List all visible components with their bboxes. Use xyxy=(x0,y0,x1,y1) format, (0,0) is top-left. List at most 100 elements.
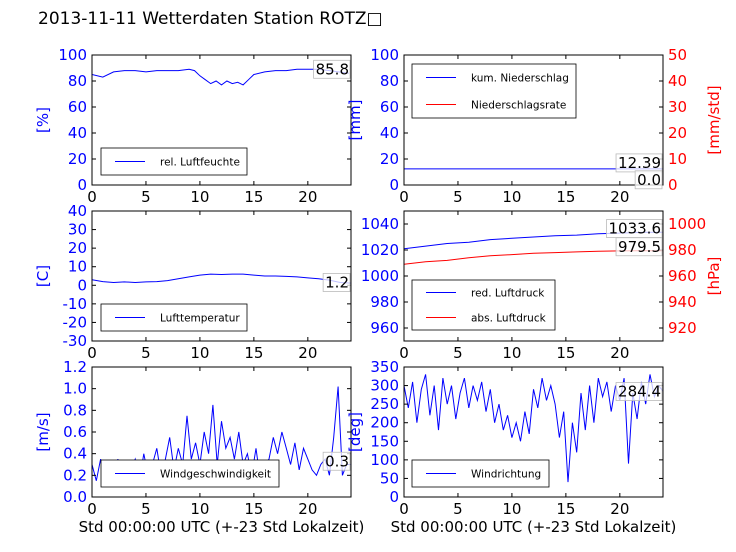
x-tick-label: 15 xyxy=(556,344,575,362)
y-tick-label: 10 xyxy=(68,258,87,276)
x-axis-label: Std 00:00:00 UTC (+-23 Std Lokalzeit) xyxy=(79,518,365,536)
y-tick-label: 40 xyxy=(68,202,87,220)
x-tick-label: 10 xyxy=(190,500,209,518)
series-line-1 xyxy=(92,273,351,284)
value-label-box xyxy=(322,273,351,292)
y-tick-label: 100 xyxy=(370,46,399,64)
value-label-box xyxy=(322,451,351,471)
y-tick-label: 0.6 xyxy=(63,423,87,441)
y-right-axis-label: [mm/std] xyxy=(705,85,723,154)
y-tick-label: 100 xyxy=(370,451,399,469)
x-tick-label: 20 xyxy=(298,344,317,362)
y-right-tick-label: 50 xyxy=(668,46,687,64)
legend-label: rel. Luftfeuchte xyxy=(160,157,240,169)
value-label: 85.8 xyxy=(316,60,349,78)
y-tick-label: 40 xyxy=(380,124,399,142)
x-tick-label: 0 xyxy=(87,188,97,206)
x-tick-label: 5 xyxy=(453,500,463,518)
x-tick-label: 10 xyxy=(190,188,209,206)
x-tick-label: 0 xyxy=(87,344,97,362)
x-tick-label: 20 xyxy=(610,500,629,518)
y-right-tick-label: 20 xyxy=(668,124,687,142)
y-tick-label: 40 xyxy=(68,124,87,142)
y-axis-label: [mm] xyxy=(346,100,364,141)
plot-frame xyxy=(91,210,352,342)
y-tick-label: 1.0 xyxy=(63,380,87,398)
legend: Windrichtung xyxy=(411,459,550,488)
y-tick-label: -30 xyxy=(63,332,88,350)
legend: rel. Luftfeuchte xyxy=(100,147,248,176)
value-label: 0.0 xyxy=(637,171,661,189)
x-tick-label: 10 xyxy=(502,500,521,518)
y-tick-label: 0 xyxy=(77,276,87,294)
y-tick-label: -10 xyxy=(63,295,88,313)
x-tick-label: 0 xyxy=(87,500,97,518)
y-right-tick-label: 960 xyxy=(668,267,697,285)
x-tick-label: 5 xyxy=(453,188,463,206)
x-tick-label: 10 xyxy=(190,344,209,362)
series-group xyxy=(92,68,349,86)
value-label-box xyxy=(615,237,663,257)
plot-frame xyxy=(403,54,664,186)
y-right-tick-label: 40 xyxy=(668,72,687,90)
y-tick-label: 1000 xyxy=(361,267,399,285)
y-tick-label: 350 xyxy=(370,358,399,376)
legend: Windgeschwindigkeit xyxy=(100,459,280,488)
series-group xyxy=(92,386,351,487)
x-tick-label: 0 xyxy=(399,188,409,206)
value-label: 284.4 xyxy=(618,383,661,401)
x-tick-label: 15 xyxy=(244,344,263,362)
y-tick-label: 0.4 xyxy=(63,445,87,463)
x-tick-label: 0 xyxy=(399,344,409,362)
y-right-tick-label: 920 xyxy=(668,319,697,337)
x-tick-label: 20 xyxy=(610,344,629,362)
legend-box xyxy=(411,63,577,119)
figure-title: 2013-11-11 Wetterdaten Station ROTZ□ xyxy=(38,9,383,29)
legend: kum. Niederschlag Niederschlagsrate xyxy=(411,63,577,119)
y-tick-label: 0.0 xyxy=(63,488,87,506)
y-tick-label: 20 xyxy=(380,150,399,168)
x-tick-label: 20 xyxy=(298,188,317,206)
plot-frame xyxy=(403,366,664,498)
y-tick-label: -20 xyxy=(63,313,88,331)
series-line-1 xyxy=(92,68,349,86)
value-label-box xyxy=(615,382,663,401)
y-tick-label: 20 xyxy=(68,239,87,257)
y-tick-label: 0.2 xyxy=(63,466,87,484)
x-tick-label: 15 xyxy=(244,500,263,518)
y-tick-label: 100 xyxy=(58,46,87,64)
y-axis-label: [%] xyxy=(34,107,52,133)
y-tick-label: 30 xyxy=(68,221,87,239)
y-tick-label: 250 xyxy=(370,395,399,413)
y-tick-label: 1.2 xyxy=(63,358,87,376)
y-tick-label: 80 xyxy=(380,72,399,90)
legend: red. Luftdruck abs. Luftdruck xyxy=(411,279,556,331)
value-label: 12.39 xyxy=(618,154,661,172)
y-right-tick-label: 980 xyxy=(668,241,697,259)
x-tick-label: 15 xyxy=(556,188,575,206)
chart-precipitation: 0 5 10 15 20 0 20 40 60 80 100 0 10 20 30 40 50 [mm] [mm/s… xyxy=(346,46,723,206)
y-tick-label: 960 xyxy=(370,319,399,337)
chart-pressure: 0 5 10 15 20 960 980 1000 1020 1040 920 940 960 980 10… xyxy=(361,210,723,362)
x-tick-label: 20 xyxy=(298,500,317,518)
y-tick-label: 0 xyxy=(77,176,87,194)
y-right-tick-label: 10 xyxy=(668,150,687,168)
y-tick-label: 980 xyxy=(370,293,399,311)
x-tick-label: 5 xyxy=(141,344,151,362)
x-tick-label: 10 xyxy=(502,188,521,206)
legend-label: Windrichtung xyxy=(471,469,541,481)
y-tick-label: 20 xyxy=(68,150,87,168)
y-axis-label: [C] xyxy=(34,265,52,287)
value-label: 0.3 xyxy=(325,452,349,470)
legend: Lufttemperatur xyxy=(100,303,248,332)
x-tick-label: 10 xyxy=(502,344,521,362)
y-tick-label: 0 xyxy=(389,176,399,194)
chart-humidity: 0 5 10 15 20 0 20 40 60 80 100 [%] rel. Luftfeuchte 8… xyxy=(34,46,352,206)
legend-label: Windgeschwindigkeit xyxy=(160,469,271,481)
plot-frame xyxy=(91,54,352,186)
y-tick-label: 80 xyxy=(68,72,87,90)
y-axis-label: [deg] xyxy=(346,412,364,452)
x-tick-label: 5 xyxy=(453,344,463,362)
